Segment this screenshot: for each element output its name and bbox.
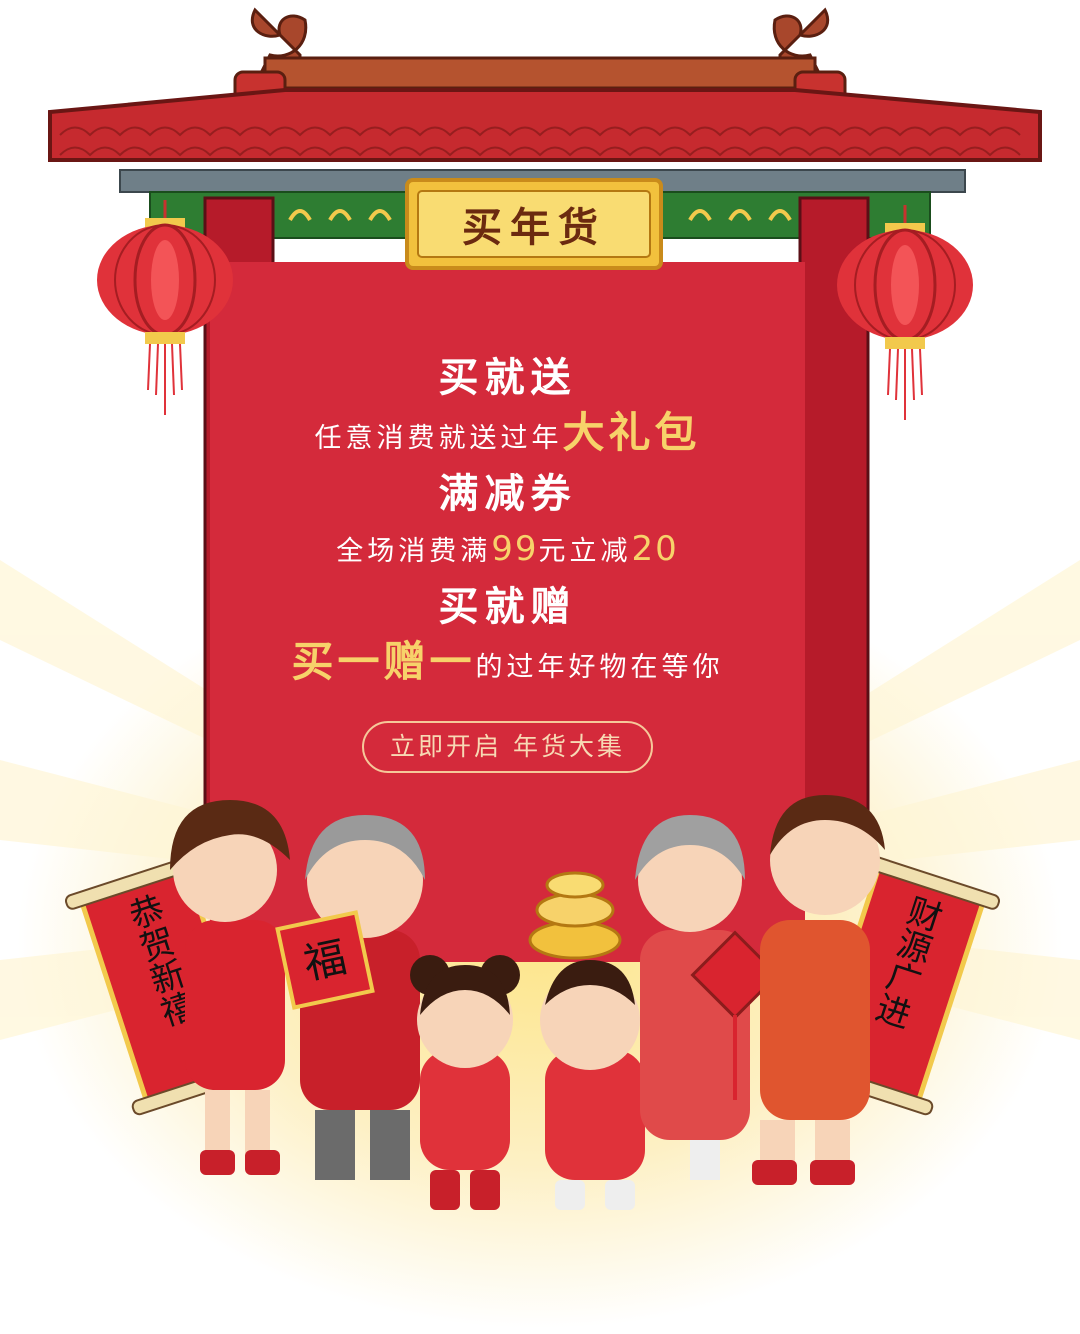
- promo-content: 买就送 任意消费就送过年大礼包 满减券 全场消费满99元立减20 买就赠 买一赠…: [210, 350, 805, 773]
- section3-desc: 买一赠一的过年好物在等你: [210, 635, 805, 695]
- person-girl: [410, 955, 520, 1210]
- lantern-right-icon: [837, 205, 973, 420]
- fu-card: [275, 910, 375, 1010]
- lantern-left-icon: [97, 200, 233, 415]
- section2-num1: 99: [491, 529, 539, 569]
- section1-highlight: 大礼包: [562, 408, 701, 457]
- cta-button[interactable]: 立即开启 年货大集: [362, 721, 653, 773]
- gold-ingot-icon: [528, 871, 622, 960]
- section3-title: 买就赠: [438, 583, 577, 630]
- section2-desc: 全场消费满99元立减20: [210, 522, 805, 579]
- roof: [48, 88, 1042, 162]
- section2-num2: 20: [631, 529, 679, 569]
- section2-title: 满减券: [438, 470, 577, 517]
- section1-title: 买就送: [438, 354, 577, 401]
- fu-text: 福: [299, 932, 350, 989]
- section1-desc: 任意消费就送过年大礼包: [210, 406, 805, 466]
- person-father: [752, 795, 885, 1185]
- person-boy: [540, 960, 645, 1210]
- section2-desc-b: 元立减: [538, 536, 632, 567]
- person-grandpa: [300, 815, 425, 1180]
- section3-desc-text: 的过年好物在等你: [475, 652, 724, 683]
- section1-desc-text: 任意消费就送过年: [314, 423, 563, 454]
- person-mother: [170, 800, 290, 1175]
- title-sign: 买年货: [405, 178, 663, 270]
- section2-desc-a: 全场消费满: [336, 536, 492, 567]
- chinese-knot-icon: [690, 930, 780, 1100]
- section3-highlight: 买一赠一: [291, 637, 476, 686]
- sign-title: 买年货: [417, 190, 651, 258]
